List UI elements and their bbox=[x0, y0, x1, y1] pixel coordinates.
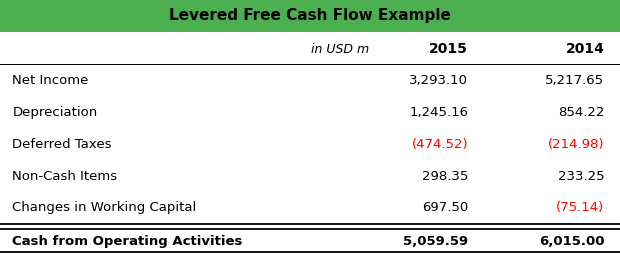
Text: (214.98): (214.98) bbox=[548, 138, 604, 151]
Text: Non-Cash Items: Non-Cash Items bbox=[12, 170, 118, 183]
Text: Depreciation: Depreciation bbox=[12, 106, 98, 119]
Text: Net Income: Net Income bbox=[12, 74, 89, 87]
Text: (474.52): (474.52) bbox=[412, 138, 468, 151]
Text: 5,059.59: 5,059.59 bbox=[403, 235, 468, 248]
Text: 6,015.00: 6,015.00 bbox=[539, 235, 604, 248]
Text: 2015: 2015 bbox=[429, 42, 468, 56]
FancyBboxPatch shape bbox=[0, 0, 620, 32]
Text: 697.50: 697.50 bbox=[422, 201, 468, 214]
Text: (75.14): (75.14) bbox=[556, 201, 604, 214]
Text: Cash from Operating Activities: Cash from Operating Activities bbox=[12, 235, 243, 248]
Text: Changes in Working Capital: Changes in Working Capital bbox=[12, 201, 197, 214]
Text: 3,293.10: 3,293.10 bbox=[409, 74, 468, 87]
Text: 5,217.65: 5,217.65 bbox=[546, 74, 604, 87]
Text: Levered Free Cash Flow Example: Levered Free Cash Flow Example bbox=[169, 8, 451, 23]
Text: 1,245.16: 1,245.16 bbox=[409, 106, 468, 119]
Text: in USD m: in USD m bbox=[311, 43, 369, 56]
Text: 298.35: 298.35 bbox=[422, 170, 468, 183]
Text: 854.22: 854.22 bbox=[558, 106, 604, 119]
Text: 233.25: 233.25 bbox=[558, 170, 604, 183]
Text: 2014: 2014 bbox=[565, 42, 604, 56]
Text: Deferred Taxes: Deferred Taxes bbox=[12, 138, 112, 151]
